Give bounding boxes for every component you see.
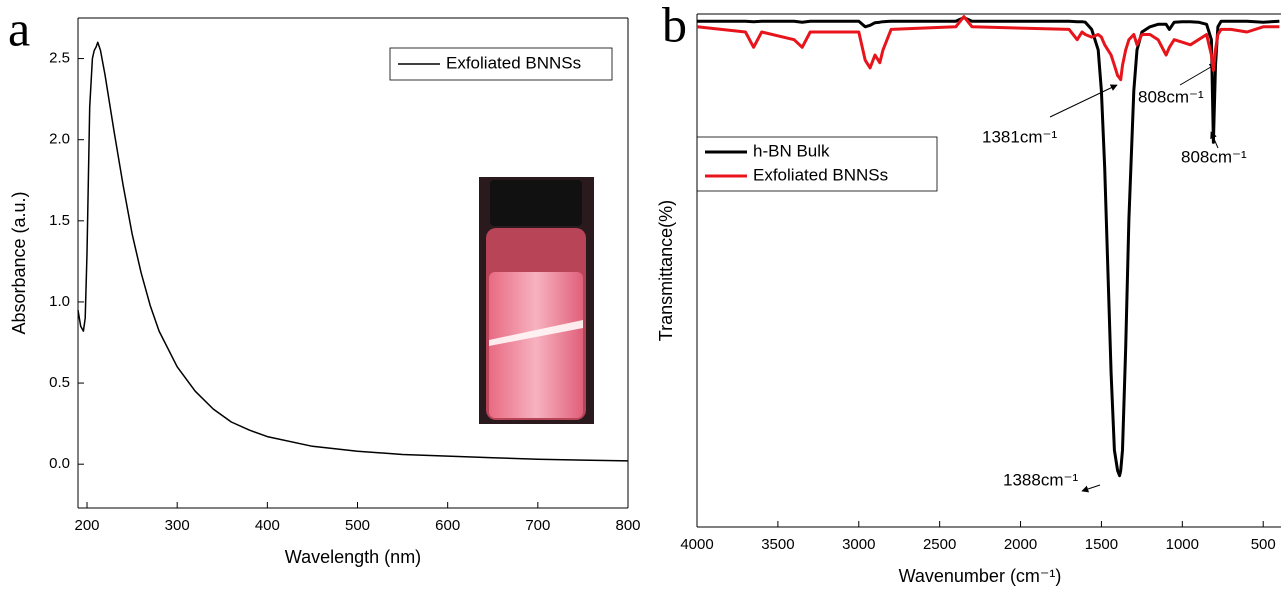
panel-label: b	[662, 0, 687, 52]
y-tick-label: 1.5	[49, 212, 70, 229]
x-tick-label: 700	[525, 517, 550, 534]
x-tick-label: 2500	[923, 536, 956, 553]
series-line	[77, 41, 629, 462]
x-tick-label: 300	[165, 517, 190, 534]
arrow	[1081, 484, 1101, 493]
y-axis-label: Transmittance(%)	[656, 200, 676, 341]
x-tick-label: 500	[345, 517, 370, 534]
annotation: 808cm⁻¹	[1138, 87, 1204, 106]
legend-label: h-BN Bulk	[753, 141, 830, 160]
x-axis-label: Wavelength (nm)	[285, 547, 421, 567]
legend-box	[389, 47, 613, 81]
y-tick-label: 0.0	[49, 455, 70, 472]
y-axis-label: Absorbance (a.u.)	[9, 191, 29, 334]
series-line	[697, 16, 1280, 478]
legend-label: Exfoliated BNNSs	[446, 53, 581, 72]
y-tick-label: 0.5	[49, 374, 70, 391]
x-tick-label: 600	[435, 517, 460, 534]
annotation: 1381cm⁻¹	[982, 127, 1057, 146]
y-tick-label: 2.5	[49, 50, 70, 67]
series-line	[696, 15, 1280, 82]
x-tick-label: 1000	[1166, 536, 1199, 553]
x-tick-label: 3500	[761, 536, 794, 553]
x-tick-label: 1500	[1085, 536, 1118, 553]
x-tick-label: 3000	[842, 536, 875, 553]
x-axis-label: Wavenumber (cm⁻¹)	[899, 566, 1062, 586]
x-tick-label: 400	[255, 517, 280, 534]
panel-label: a	[8, 0, 30, 56]
y-tick-label: 1.0	[49, 293, 70, 310]
y-tick-label: 2.0	[49, 131, 70, 148]
legend-box	[696, 136, 938, 192]
x-tick-label: 2000	[1004, 536, 1037, 553]
annotation: 808cm⁻¹	[1181, 147, 1247, 166]
legend-label: Exfoliated BNNSs	[753, 165, 888, 184]
x-tick-label: 800	[615, 517, 640, 534]
arrow	[1049, 84, 1118, 118]
inset-photo	[479, 177, 594, 424]
x-tick-label: 4000	[680, 536, 713, 553]
arrow	[1179, 63, 1217, 86]
x-tick-label: 200	[75, 517, 100, 534]
x-tick-label: 500	[1251, 536, 1276, 553]
annotation: 1388cm⁻¹	[1003, 470, 1078, 489]
